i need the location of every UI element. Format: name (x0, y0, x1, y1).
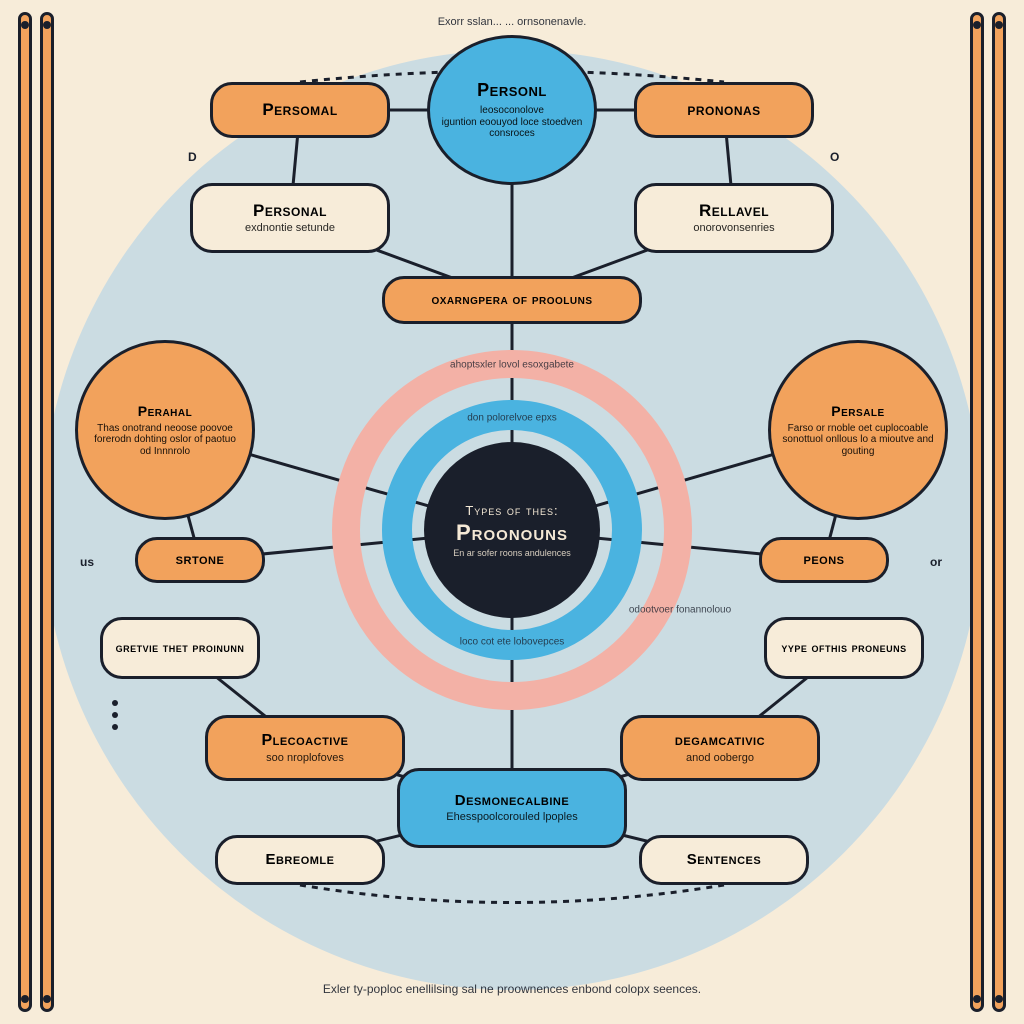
node-title: yype ofthis proneuns (781, 641, 906, 655)
node-n-rellavel: Rellavelonorovonsenries (634, 183, 834, 253)
node-subtitle: Ehesspoolcorouled lpoples (446, 811, 577, 823)
node-n-gretvie: gretvie thet proinunn (100, 617, 260, 679)
node-title: Persale (831, 403, 884, 419)
floating-label: us (80, 555, 94, 569)
side-track (18, 12, 32, 1012)
dots-decoration (112, 700, 118, 730)
node-title: peons (803, 552, 844, 569)
node-n-yypethis: yype ofthis proneuns (764, 617, 924, 679)
node-title: Personal (253, 202, 327, 221)
node-title: Personl (477, 80, 547, 101)
node-title: srtone (176, 552, 225, 569)
node-n-persale: Persale Farso or rnoble oet cuplocoable s… (768, 340, 948, 520)
node-subtitle: onorovonsenries (693, 222, 774, 234)
footer-caption: Exler ty-poploc enellilsing sal ne proow… (323, 982, 701, 996)
node-title: Perahal (138, 403, 193, 419)
node-subtitle: exdnontie setunde (245, 222, 335, 234)
node-n-exanpoera: oxarngpera of prooluns (382, 276, 642, 324)
floating-label: O (830, 150, 839, 164)
ring-label: ahoptsxler lovol esoxgabete (450, 360, 574, 371)
node-n-degamcativ: degamcativic anod oobergo (620, 715, 820, 781)
center-node: Types of thes: Proonouns En ar sofer roons… (424, 442, 600, 618)
node-title: prononas (687, 101, 760, 120)
node-n-plecoactive: Plecoactive soo nroplofoves (205, 715, 405, 781)
node-n-desmon: DesmonecalbineEhesspoolcorouled lpoples (397, 768, 627, 848)
node-subtitle: leosoconoloveiguntion eoouyod loce stoed… (440, 105, 584, 140)
node-n-prononas: prononas (634, 82, 814, 138)
node-title: Desmonecalbine (455, 793, 569, 810)
node-title: degamcativic (675, 732, 765, 750)
side-track (40, 12, 54, 1012)
node-title: gretvie thet proinunn (116, 641, 245, 655)
center-line3: En ar sofer roons andulences (453, 548, 571, 558)
node-title: Persomal (262, 101, 337, 120)
node-n-top-circle: Personl leosoconoloveiguntion eoouyod loc… (427, 35, 597, 185)
ring-label: don polorelvoe epxs (467, 413, 557, 424)
floating-label: or (930, 555, 942, 569)
node-title: Rellavel (699, 202, 769, 221)
floating-label: D (188, 150, 197, 164)
ring-label: loco cot ete lobovepces (460, 637, 565, 648)
header-caption: Exorr sslan... ... ornsonenavle. (438, 16, 587, 28)
node-n-sentences: Sentences (639, 835, 809, 885)
ring-label: odootvoer fonannolouo (629, 605, 731, 616)
side-track (970, 12, 984, 1012)
node-n-personal2: Personalexdnontie setunde (190, 183, 390, 253)
node-title: Sentences (687, 852, 761, 869)
node-title: oxarngpera of prooluns (431, 292, 592, 307)
node-n-perhal: Perahal Thas onotrand neoose poovoe forer… (75, 340, 255, 520)
node-subtitle: anod oobergo (686, 752, 754, 764)
node-n-personal-l: Persomal (210, 82, 390, 138)
center-line1: Types of thes: (465, 503, 558, 518)
diagram-canvas: Exorr sslan... ... ornsonenavle. Exler ty… (0, 0, 1024, 1024)
node-n-ebreomle: Ebreomle (215, 835, 385, 885)
center-line2: Proonouns (456, 520, 568, 546)
node-n-srtone: srtone (135, 537, 265, 583)
node-title: Plecoactive (261, 732, 348, 750)
node-subtitle: Thas onotrand neoose poovoe forerodn doh… (88, 423, 242, 458)
node-title: Ebreomle (265, 852, 334, 869)
node-subtitle: Farso or rnoble oet cuplocoable sonottuo… (781, 423, 935, 458)
node-n-peons: peons (759, 537, 889, 583)
node-subtitle: soo nroplofoves (266, 752, 344, 764)
side-track (992, 12, 1006, 1012)
